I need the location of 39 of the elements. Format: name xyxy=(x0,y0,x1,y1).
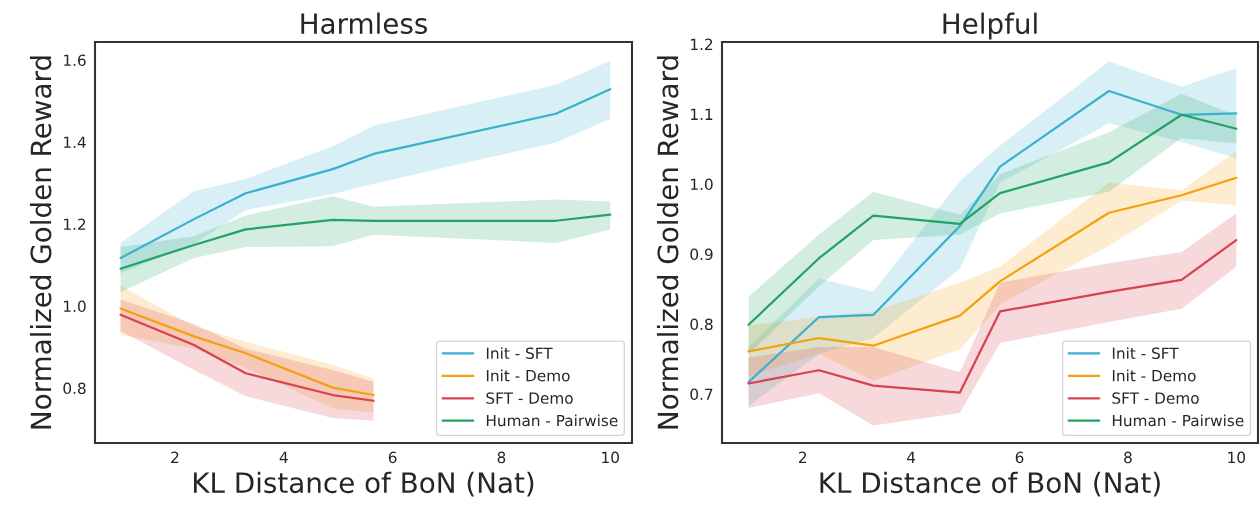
legend-label: SFT - Demo xyxy=(1112,392,1199,404)
x-axis-title: KL Distance of BoN (Nat) xyxy=(820,471,1160,497)
y-tick-label: 1.4 xyxy=(64,136,86,148)
x-tick-label: 8 xyxy=(1124,451,1132,464)
legend-label: Init - Demo xyxy=(1112,369,1196,382)
y-tick-label: 1.6 xyxy=(64,54,86,67)
y-tick-label: 1.0 xyxy=(691,178,713,191)
x-tick-label: 10 xyxy=(602,451,619,464)
y-tick-label: 1.0 xyxy=(64,300,86,313)
y-tick-label: 0.8 xyxy=(63,382,86,395)
x-tick-label: 2 xyxy=(799,451,807,463)
x-tick-label: 4 xyxy=(279,451,288,463)
y-tick-label: 0.8 xyxy=(690,318,713,331)
legend-label: Human - Pairwise xyxy=(1112,414,1244,427)
x-axis-title: KL Distance of BoN (Nat) xyxy=(194,471,534,497)
chart-title: Helpful xyxy=(943,12,1037,40)
chart-title: Harmless xyxy=(301,12,427,35)
y-tick-label: 1.1 xyxy=(691,108,713,120)
line-series xyxy=(119,88,612,260)
legend-label: Init - SFT xyxy=(486,347,553,360)
y-tick-label: 1.2 xyxy=(64,218,86,230)
line-series xyxy=(119,213,612,270)
line-series xyxy=(747,113,1238,326)
y-axis-title: Normalized Golden Reward xyxy=(656,56,679,429)
x-tick-label: 2 xyxy=(171,451,179,463)
x-tick-label: 10 xyxy=(1228,451,1246,464)
line-series xyxy=(747,238,1238,394)
x-tick-label: 8 xyxy=(497,451,506,464)
x-tick-label: 4 xyxy=(907,451,916,463)
legend-label: Init - Demo xyxy=(486,369,570,382)
y-tick-label: 0.9 xyxy=(690,248,713,261)
x-tick-label: 6 xyxy=(388,451,397,464)
y-tick-label: 1.2 xyxy=(691,38,713,50)
legend-label: Init - SFT xyxy=(1112,347,1179,360)
x-tick-label: 6 xyxy=(1015,451,1024,464)
legend-label: Human - Pairwise xyxy=(486,414,618,427)
legend-label: SFT - Demo xyxy=(486,392,573,404)
y-tick-label: 0.7 xyxy=(690,388,713,401)
y-axis-title: Normalized Golden Reward xyxy=(29,56,52,429)
